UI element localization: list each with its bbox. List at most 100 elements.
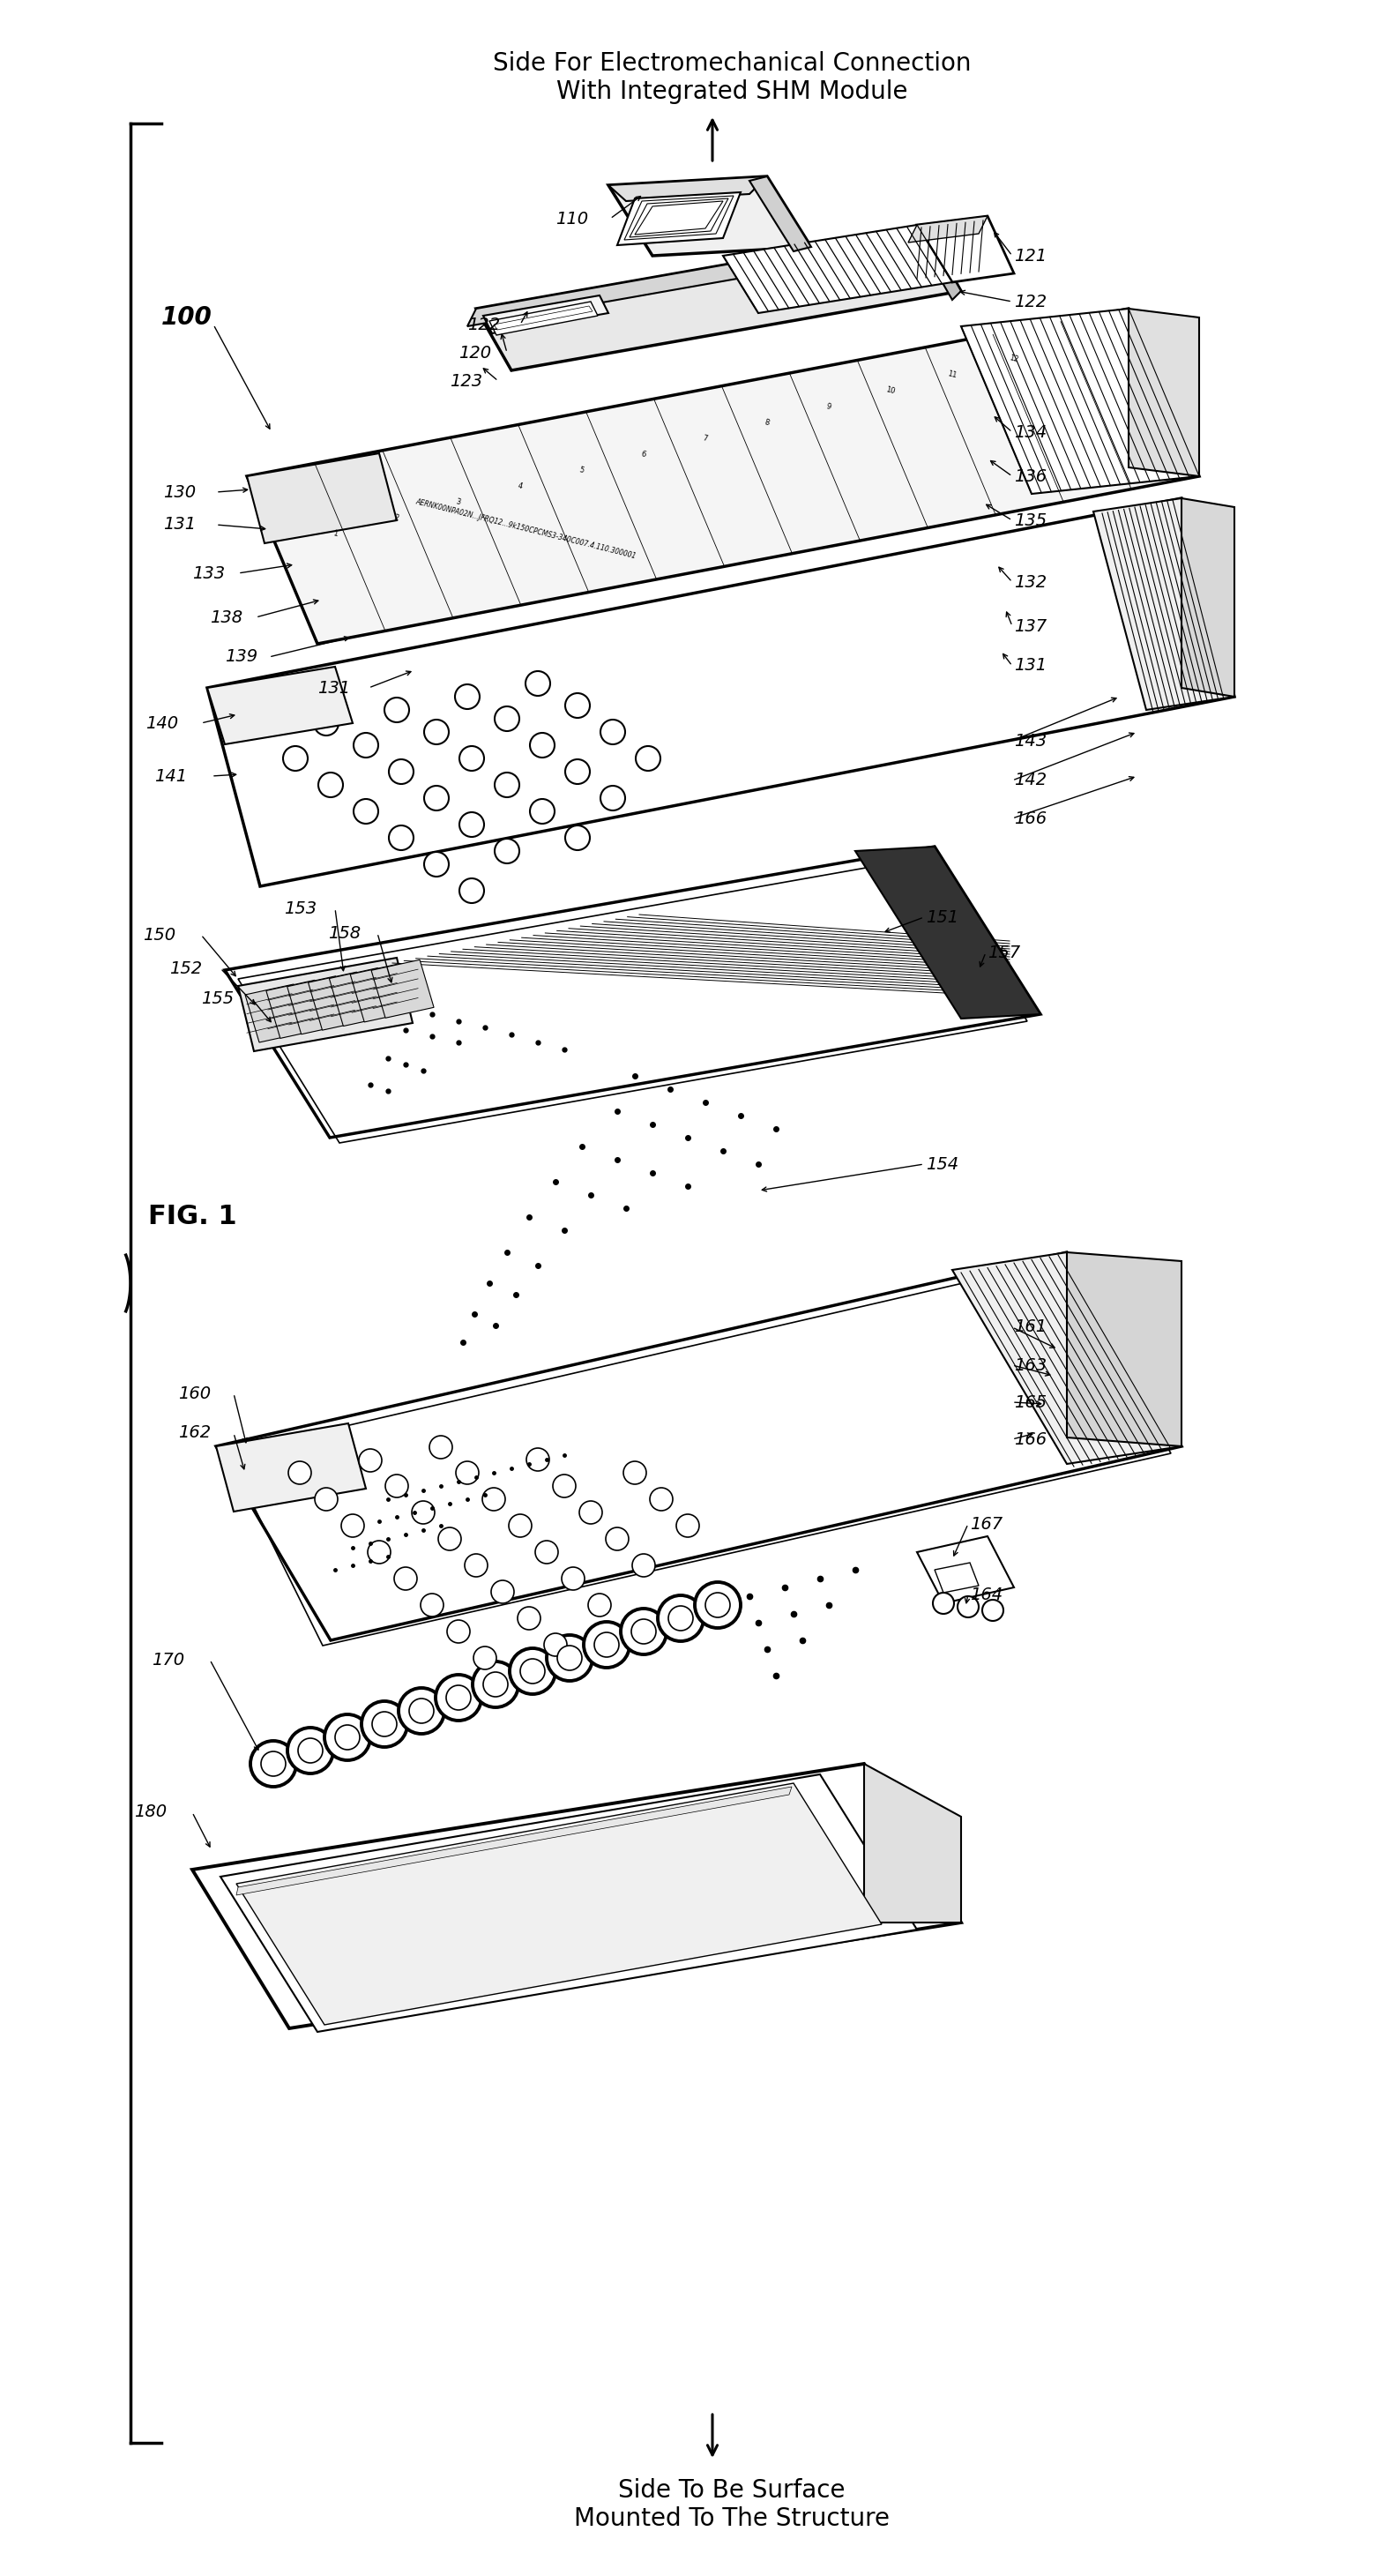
Circle shape	[283, 747, 308, 770]
Circle shape	[495, 706, 520, 732]
Polygon shape	[483, 296, 608, 332]
Circle shape	[632, 1553, 655, 1577]
Text: 164: 164	[969, 1587, 1003, 1602]
Text: 121: 121	[1014, 247, 1047, 265]
Circle shape	[957, 1597, 979, 1618]
Circle shape	[389, 760, 414, 783]
Circle shape	[495, 773, 520, 796]
Text: 6: 6	[640, 451, 647, 459]
Text: 140: 140	[145, 714, 178, 732]
Circle shape	[287, 1728, 334, 1772]
Text: 3: 3	[455, 497, 462, 507]
Circle shape	[459, 878, 484, 904]
Polygon shape	[1182, 497, 1234, 696]
Text: 162: 162	[178, 1425, 211, 1443]
Circle shape	[421, 1595, 444, 1618]
Text: 138: 138	[210, 608, 243, 626]
Circle shape	[510, 1649, 556, 1695]
Circle shape	[353, 799, 378, 824]
Polygon shape	[266, 979, 328, 1038]
Circle shape	[632, 1620, 656, 1643]
Polygon shape	[221, 1775, 917, 2032]
Text: 123: 123	[450, 374, 483, 389]
Polygon shape	[239, 958, 412, 1051]
Polygon shape	[608, 175, 767, 201]
Text: 142: 142	[1014, 773, 1047, 788]
Circle shape	[385, 1473, 408, 1497]
Polygon shape	[192, 1765, 961, 2027]
Circle shape	[600, 786, 625, 811]
Circle shape	[459, 747, 484, 770]
Circle shape	[650, 1489, 673, 1510]
Circle shape	[565, 693, 590, 719]
Circle shape	[359, 1448, 382, 1471]
Polygon shape	[217, 1252, 1182, 1641]
Circle shape	[553, 1473, 576, 1497]
Circle shape	[706, 1592, 729, 1618]
Polygon shape	[917, 216, 1014, 283]
Circle shape	[385, 698, 410, 721]
Circle shape	[473, 1646, 496, 1669]
Text: 12: 12	[1008, 353, 1019, 363]
Text: 136: 136	[1014, 469, 1047, 484]
Circle shape	[491, 1579, 514, 1602]
Circle shape	[324, 1716, 371, 1759]
Circle shape	[425, 786, 448, 811]
Circle shape	[546, 1636, 593, 1682]
Circle shape	[932, 1592, 954, 1613]
Circle shape	[465, 1553, 488, 1577]
Circle shape	[456, 1461, 479, 1484]
Text: 154: 154	[925, 1157, 958, 1172]
Circle shape	[623, 1461, 647, 1484]
Text: 143: 143	[1014, 732, 1047, 750]
Circle shape	[579, 1502, 603, 1525]
Polygon shape	[236, 1783, 881, 2025]
Polygon shape	[961, 309, 1200, 495]
Circle shape	[982, 1600, 1004, 1620]
Circle shape	[459, 811, 484, 837]
Text: 160: 160	[178, 1386, 211, 1401]
Text: 2: 2	[393, 513, 400, 523]
Text: 141: 141	[154, 768, 188, 786]
Circle shape	[368, 1540, 390, 1564]
Text: 155: 155	[201, 989, 234, 1007]
Polygon shape	[1094, 497, 1234, 711]
Circle shape	[447, 1685, 470, 1710]
Polygon shape	[1067, 1252, 1182, 1445]
Circle shape	[319, 773, 343, 796]
Polygon shape	[953, 1252, 1182, 1463]
Circle shape	[261, 1752, 285, 1775]
Text: 180: 180	[134, 1803, 167, 1821]
Circle shape	[483, 1672, 507, 1698]
Polygon shape	[225, 848, 1040, 1139]
Circle shape	[565, 760, 590, 783]
Polygon shape	[371, 961, 434, 1018]
Circle shape	[600, 719, 625, 744]
Text: 8: 8	[764, 417, 771, 428]
Circle shape	[298, 1739, 323, 1762]
Text: 131: 131	[317, 680, 350, 696]
Circle shape	[314, 711, 339, 737]
Text: 1: 1	[332, 528, 338, 538]
Polygon shape	[723, 224, 953, 314]
Circle shape	[535, 1540, 558, 1564]
Circle shape	[436, 1674, 481, 1721]
Text: Side For Electromechanical Connection
With Integrated SHM Module: Side For Electromechanical Connection Wi…	[492, 52, 971, 106]
Circle shape	[429, 1435, 452, 1458]
Circle shape	[557, 1646, 582, 1669]
Text: 152: 152	[170, 961, 201, 976]
Text: 151: 151	[925, 909, 958, 925]
Text: 166: 166	[1014, 809, 1047, 827]
Circle shape	[594, 1633, 619, 1656]
Circle shape	[314, 1489, 338, 1510]
Circle shape	[412, 1502, 434, 1525]
Text: 10: 10	[885, 386, 896, 397]
Circle shape	[361, 1700, 407, 1747]
Circle shape	[353, 732, 378, 757]
Text: 122: 122	[1014, 294, 1047, 309]
Circle shape	[389, 824, 414, 850]
Circle shape	[410, 1698, 434, 1723]
Circle shape	[636, 747, 661, 770]
Polygon shape	[217, 1425, 365, 1512]
Text: 120: 120	[458, 345, 491, 361]
